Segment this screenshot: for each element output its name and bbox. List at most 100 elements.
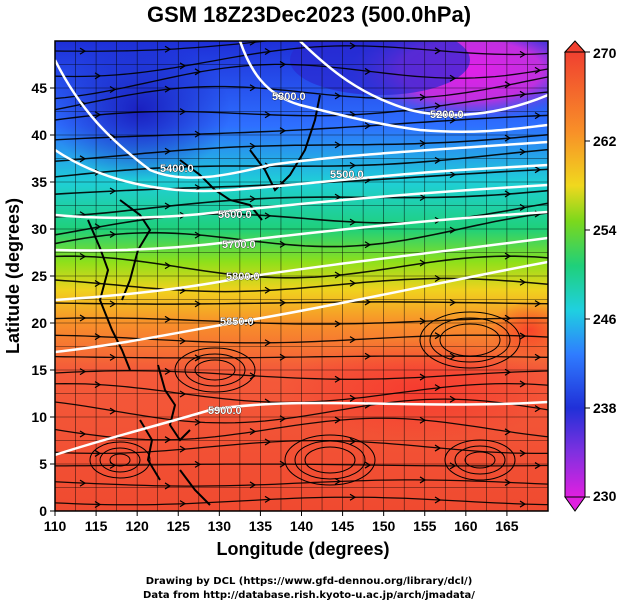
- colorbar-tick-label: 262: [593, 133, 617, 149]
- streamline-arrow: [179, 337, 187, 345]
- streamline-arrow: [364, 241, 372, 249]
- streamline-arrow: [194, 130, 202, 138]
- streamline-arrow: [194, 460, 202, 468]
- height-contour-line: [55, 59, 548, 179]
- streamline-arrow: [164, 202, 172, 210]
- streamline-arrow: [94, 449, 102, 457]
- streamline-arrow: [349, 437, 357, 445]
- streamline-arrow: [434, 274, 442, 282]
- streamline-arrow: [94, 500, 102, 508]
- streamline: [55, 91, 548, 121]
- streamline-arrow: [349, 336, 357, 344]
- streamline-arrow: [94, 72, 102, 80]
- height-contour-label: 5800.0: [226, 271, 260, 283]
- eddy-streamline: [439, 323, 501, 357]
- streamline: [55, 63, 548, 100]
- credit-data: Data from http://database.rish.kyoto-u.a…: [143, 590, 475, 601]
- x-axis-ticks: 110 115 120 125 130 135 140 145 150 155 160 165: [44, 511, 519, 534]
- eddy-streamline: [99, 447, 141, 473]
- streamline-arrow: [164, 147, 172, 155]
- colorbar: 230 238 246 254 262 270: [563, 40, 617, 512]
- streamline-arrow: [449, 171, 457, 179]
- streamline-arrow: [534, 462, 542, 470]
- y-tick-label: 35: [31, 174, 47, 190]
- streamline-arrow: [434, 384, 442, 392]
- streamline-arrow: [519, 278, 527, 286]
- streamline: [55, 255, 548, 279]
- streamline-arrow: [534, 405, 542, 413]
- streamline-arrow: [94, 111, 102, 119]
- streamline-arrow: [264, 47, 272, 56]
- streamline-arrow: [334, 92, 342, 100]
- streamline-arrow: [349, 162, 357, 170]
- y-tick-label: 45: [31, 80, 47, 96]
- streamline-arrow: [279, 299, 287, 307]
- height-contour-label: 5400.0: [160, 163, 194, 175]
- streamline: [55, 148, 548, 178]
- height-contour-label: 5500.0: [330, 169, 364, 181]
- y-tick-label: 25: [31, 268, 47, 284]
- x-tick-label: 115: [85, 518, 108, 534]
- figure-title: GSM 18Z23Dec2023 (500.0hPa): [147, 2, 471, 27]
- streamline-arrow: [519, 332, 527, 340]
- streamline: [55, 301, 548, 305]
- streamline: [55, 417, 548, 441]
- x-tick-label: 155: [413, 518, 437, 534]
- streamline-arrow: [334, 375, 342, 383]
- streamline-arrow: [434, 47, 442, 55]
- streamline-arrow: [364, 122, 372, 130]
- height-contour-line: [55, 400, 548, 457]
- height-contour-label: 5300.0: [272, 91, 306, 103]
- colorbar-tick-label: 254: [593, 222, 617, 238]
- streamline-arrow: [164, 436, 172, 444]
- x-tick-label: 135: [249, 518, 273, 534]
- streamline: [55, 317, 548, 325]
- streamline-arrow: [534, 66, 542, 74]
- streamline-arrow: [109, 86, 117, 94]
- y-tick-label: 30: [31, 221, 47, 237]
- streamline-arrow: [534, 112, 542, 120]
- streamline-arrow: [334, 320, 342, 328]
- streamline: [55, 189, 548, 218]
- x-tick-label: 120: [125, 518, 149, 534]
- y-tick-label: 10: [31, 409, 47, 425]
- streamline-arrow: [249, 427, 257, 436]
- streamline-arrow: [164, 45, 172, 53]
- x-tick-label: 165: [495, 518, 519, 534]
- streamline-arrow: [194, 418, 202, 426]
- height-contours: 5200.0 5300.0 5400.0 5500.0 5600.0 5700.0 5800…: [55, 41, 548, 457]
- streamline-arrow: [434, 102, 442, 110]
- streamline-arrow: [349, 42, 357, 50]
- streamline-arrow: [194, 184, 202, 192]
- x-tick-label: 150: [372, 518, 396, 534]
- streamline-arrow: [264, 339, 272, 347]
- x-tick-label: 145: [331, 518, 355, 534]
- streamline-arrow: [164, 262, 172, 270]
- streamline-arrow: [194, 231, 202, 239]
- height-contour-line: [55, 236, 548, 302]
- eddy-streamline: [89, 441, 151, 479]
- streamline-arrow: [519, 380, 527, 388]
- streamline-arrow: [349, 218, 357, 226]
- streamline-arrow: [194, 68, 202, 76]
- streamline-arrow: [79, 314, 87, 322]
- streamline-arrow: [79, 47, 87, 55]
- streamline-arrow: [179, 62, 187, 70]
- streamline-arrow: [279, 127, 287, 135]
- colorbar-scale: [564, 51, 586, 498]
- eddy-streamline: [419, 311, 521, 369]
- eddy-streamline: [294, 440, 366, 480]
- x-tick-label: 130: [208, 518, 232, 534]
- streamline: [55, 398, 548, 424]
- streamline-arrow: [249, 195, 257, 203]
- streamline-arrow: [334, 193, 342, 201]
- eddy-streamline: [429, 317, 511, 363]
- y-tick-label: 40: [31, 127, 47, 143]
- height-contour-line: [55, 210, 548, 252]
- streamline-arrow: [519, 449, 527, 457]
- streamline-arrow: [249, 372, 257, 380]
- colorbar-top-arrow: [563, 40, 587, 53]
- streamline-arrow: [79, 252, 87, 260]
- streamline-arrow: [164, 85, 172, 93]
